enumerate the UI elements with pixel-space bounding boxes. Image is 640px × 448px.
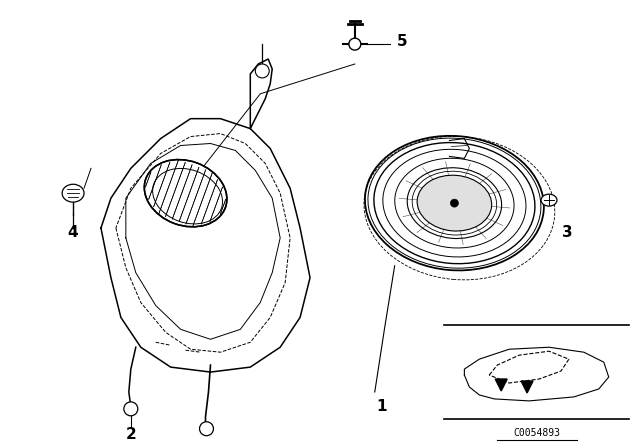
Polygon shape bbox=[521, 381, 533, 393]
Ellipse shape bbox=[144, 159, 227, 227]
Ellipse shape bbox=[365, 136, 544, 271]
Text: 3: 3 bbox=[562, 225, 572, 241]
Circle shape bbox=[124, 402, 138, 416]
Ellipse shape bbox=[417, 175, 492, 231]
Text: 4: 4 bbox=[68, 225, 78, 241]
Polygon shape bbox=[495, 379, 507, 391]
Text: 2: 2 bbox=[125, 427, 136, 442]
Circle shape bbox=[200, 422, 214, 435]
Circle shape bbox=[255, 64, 269, 78]
Text: 1: 1 bbox=[376, 399, 387, 414]
Text: C0054893: C0054893 bbox=[513, 428, 561, 438]
Text: 5: 5 bbox=[397, 34, 407, 49]
Circle shape bbox=[349, 38, 361, 50]
Ellipse shape bbox=[412, 171, 497, 235]
Ellipse shape bbox=[541, 194, 557, 206]
Circle shape bbox=[451, 199, 458, 207]
Ellipse shape bbox=[62, 184, 84, 202]
